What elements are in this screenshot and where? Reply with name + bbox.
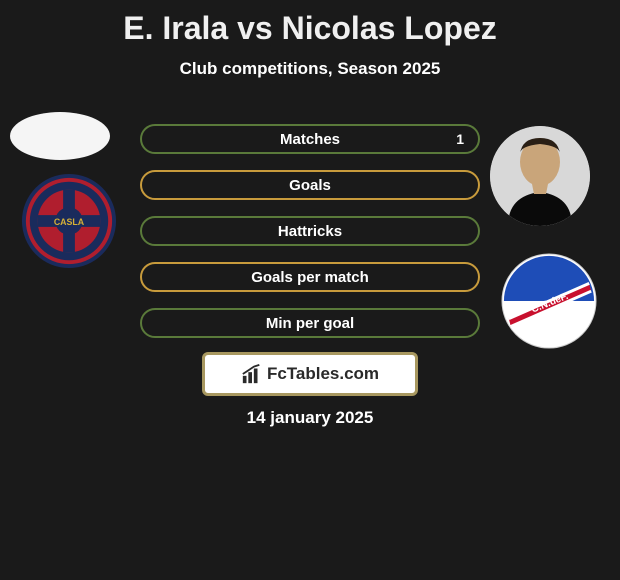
stat-label: Goals xyxy=(289,177,331,194)
stat-row-min-per-goal: Min per goal xyxy=(140,308,480,338)
stats-list: Matches 1 Goals Hattricks Goals per matc… xyxy=(140,124,480,354)
site-name: FcTables.com xyxy=(267,364,379,384)
stat-label: Hattricks xyxy=(278,223,342,240)
stat-row-matches: Matches 1 xyxy=(140,124,480,154)
stat-row-goals: Goals xyxy=(140,170,480,200)
comparison-card: E. Irala vs Nicolas Lopez Club competiti… xyxy=(0,0,620,580)
stat-row-goals-per-match: Goals per match xyxy=(140,262,480,292)
footer-date: 14 january 2025 xyxy=(0,408,620,428)
stat-label: Min per goal xyxy=(266,315,354,332)
chart-icon xyxy=(241,363,263,385)
crest-icon: C.N.deF. xyxy=(500,252,598,350)
crest-icon: CASLA xyxy=(20,172,118,270)
stat-row-hattricks: Hattricks xyxy=(140,216,480,246)
svg-text:CASLA: CASLA xyxy=(54,217,85,227)
page-subtitle: Club competitions, Season 2025 xyxy=(0,59,620,79)
stat-label: Goals per match xyxy=(251,269,369,286)
site-badge: FcTables.com xyxy=(202,352,418,396)
club-badge-right: C.N.deF. xyxy=(500,252,598,350)
page-title: E. Irala vs Nicolas Lopez xyxy=(0,0,620,47)
stat-label: Matches xyxy=(280,131,340,148)
avatar-icon xyxy=(490,126,590,226)
player-left-avatar xyxy=(10,112,110,160)
stat-value-right: 1 xyxy=(456,131,464,147)
club-badge-left: CASLA xyxy=(20,172,118,270)
player-right-avatar xyxy=(490,126,590,226)
